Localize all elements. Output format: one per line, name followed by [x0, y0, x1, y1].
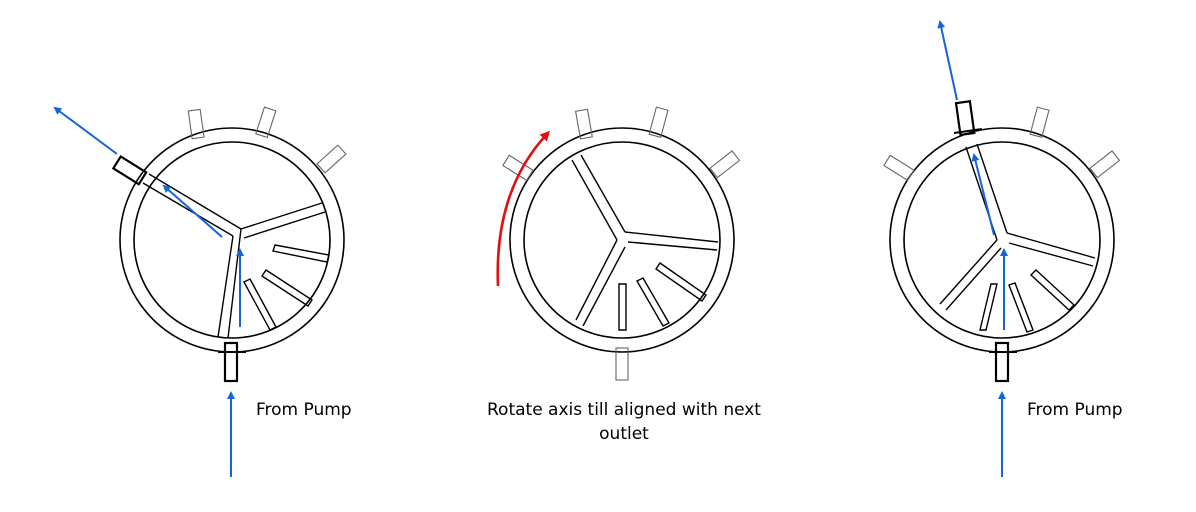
rotate-arrow — [496, 130, 551, 287]
rotate-instruction-line2: outlet — [599, 424, 649, 444]
middle-valve — [502, 106, 741, 381]
active-outlet-port — [954, 99, 976, 137]
active-outlet-port — [111, 154, 148, 186]
rotate-instruction-line1: Rotate axis till aligned with next — [487, 400, 761, 420]
left-flow-arrows — [53, 106, 244, 477]
inlet-port — [994, 341, 1010, 383]
inlet-port — [223, 341, 239, 383]
outlet-ports — [883, 106, 1121, 182]
outlet-ports — [502, 106, 741, 381]
right-flow-arrows — [937, 20, 1008, 477]
rotor-channels — [939, 143, 1096, 333]
right-valve — [883, 99, 1121, 383]
rotor-channels — [142, 173, 330, 339]
rotor-channels — [571, 154, 719, 331]
outlet-ports — [187, 106, 347, 174]
left-pump-label: From Pump — [256, 400, 352, 420]
right-pump-label: From Pump — [1027, 400, 1123, 420]
left-valve — [111, 106, 347, 383]
